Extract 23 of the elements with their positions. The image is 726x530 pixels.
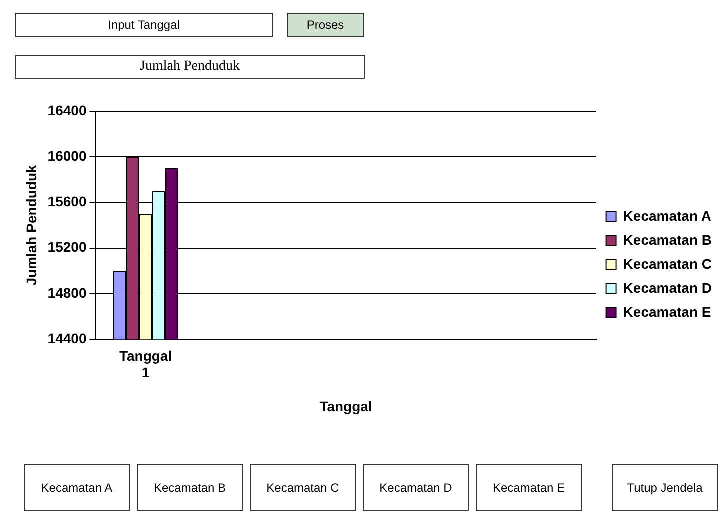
text-field: Input Tanggal: [15, 13, 273, 37]
y-tick-label: 15200: [48, 239, 87, 256]
y-tick-label: 15600: [48, 194, 87, 210]
y-tick-label: 16000: [48, 148, 87, 164]
x-axis-title: Tanggal: [320, 398, 372, 414]
text-field: Jumlah Penduduk: [15, 55, 365, 79]
legend-label: Kecamatan A: [623, 208, 712, 224]
y-axis-title: Jumlah Penduduk: [23, 165, 40, 286]
button: Kecamatan D: [363, 464, 469, 511]
legend-label: Kecamatan E: [623, 304, 712, 320]
button: Proses: [287, 13, 364, 37]
legend-label: Kecamatan B: [623, 232, 712, 248]
button: Tutup Jendela: [612, 464, 718, 511]
button: Kecamatan C: [250, 464, 356, 511]
y-tick-label: 16400: [48, 102, 87, 118]
button: Kecamatan A: [24, 464, 130, 511]
legend-label: Kecamatan C: [623, 256, 712, 272]
legend-label: Kecamatan D: [623, 280, 712, 296]
button: Kecamatan B: [137, 464, 243, 511]
y-tick-label: 14800: [48, 284, 87, 301]
y-tick-label: 14400: [48, 330, 87, 346]
x-tick-label: Tanggal 1: [119, 348, 172, 381]
button: Kecamatan E: [476, 464, 582, 511]
